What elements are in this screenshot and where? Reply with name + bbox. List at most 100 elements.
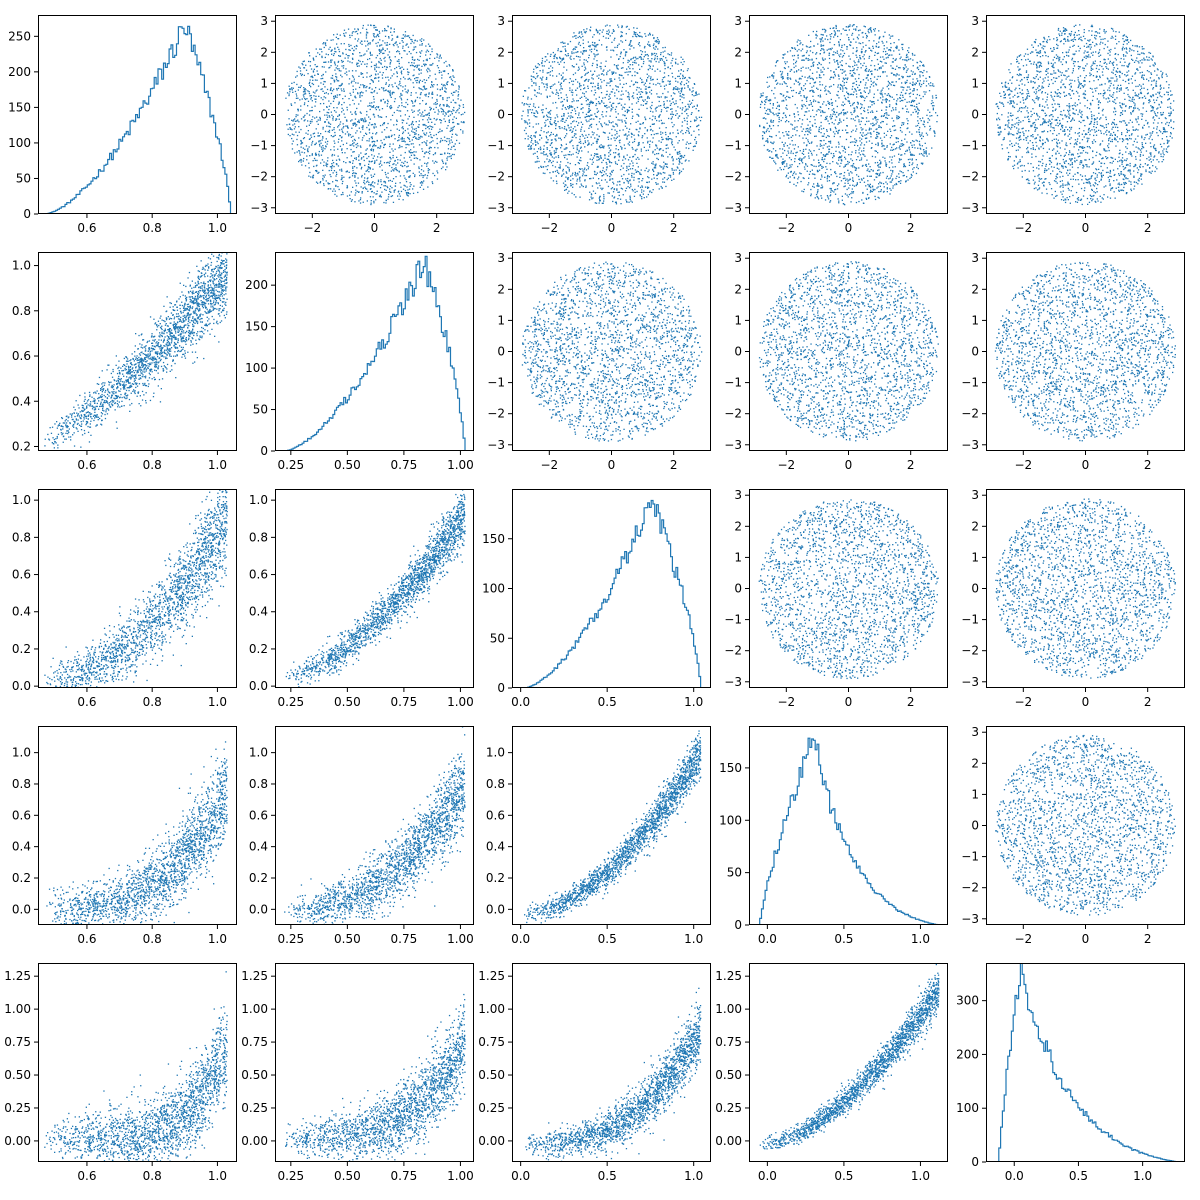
- scatter-point: [540, 127, 543, 129]
- scatter-point: [369, 43, 371, 45]
- scatter-point: [609, 153, 612, 156]
- scatter-point: [460, 114, 462, 116]
- scatter-point: [597, 86, 600, 89]
- scatter-point: [694, 145, 696, 147]
- scatter-point: [830, 114, 832, 116]
- scatter-point: [417, 114, 419, 116]
- scatter-point: [321, 148, 323, 150]
- scatter-point: [612, 72, 615, 74]
- scatter-point: [462, 121, 464, 124]
- scatter-point: [543, 154, 545, 156]
- scatter-point: [658, 115, 660, 117]
- scatter-point: [318, 140, 320, 142]
- scatter-point: [315, 48, 317, 50]
- scatter-point: [447, 144, 450, 146]
- scatter-point: [419, 79, 421, 81]
- scatter-point: [356, 64, 358, 66]
- scatter-point: [385, 136, 387, 138]
- scatter-point: [403, 157, 405, 159]
- scatter-point: [649, 82, 651, 85]
- scatter-point: [301, 164, 303, 166]
- scatter-point: [342, 53, 344, 55]
- scatter-point: [452, 126, 454, 129]
- scatter-point: [593, 155, 596, 157]
- scatter-point: [353, 122, 355, 124]
- scatter-point: [311, 154, 313, 156]
- scatter-point: [379, 57, 381, 60]
- scatter-point: [594, 42, 596, 44]
- scatter-point: [376, 54, 379, 57]
- scatter-point: [635, 102, 638, 104]
- scatter-point: [336, 80, 338, 82]
- scatter-point: [433, 134, 435, 137]
- scatter-point: [646, 181, 649, 184]
- scatter-point: [819, 94, 821, 96]
- scatter-point: [363, 85, 365, 87]
- scatter-point: [442, 160, 444, 163]
- scatter-point: [427, 121, 430, 123]
- scatter-point: [451, 146, 453, 148]
- scatter-point: [623, 107, 626, 109]
- scatter-point: [321, 159, 324, 161]
- scatter-point: [779, 167, 781, 169]
- scatter-point: [859, 123, 861, 126]
- scatter-point: [342, 191, 344, 194]
- scatter-point: [786, 119, 788, 122]
- scatter-point: [451, 153, 454, 156]
- scatter-point: [434, 152, 437, 154]
- scatter-point: [632, 162, 634, 164]
- scatter-point: [572, 145, 574, 147]
- scatter-point: [368, 184, 370, 186]
- scatter-point: [821, 184, 823, 186]
- scatter-point: [417, 77, 419, 79]
- scatter-point: [601, 125, 603, 128]
- scatter-point: [852, 69, 855, 71]
- scatter-point: [602, 159, 604, 161]
- scatter-point: [379, 39, 381, 41]
- scatter-point: [561, 77, 564, 79]
- scatter-point: [540, 109, 543, 111]
- scatter-point: [436, 98, 438, 101]
- scatter-point: [607, 158, 610, 160]
- scatter-point: [535, 123, 537, 125]
- scatter-point: [369, 102, 371, 104]
- scatter-point: [367, 180, 369, 182]
- scatter-point: [313, 165, 315, 168]
- scatter-point: [357, 29, 359, 31]
- scatter-point: [589, 158, 591, 160]
- scatter-point: [663, 165, 665, 167]
- scatter-point: [300, 109, 302, 111]
- scatter-point: [393, 189, 395, 192]
- scatter-point: [658, 61, 660, 63]
- scatter-point: [629, 85, 631, 88]
- scatter-point: [885, 112, 887, 114]
- scatter-point: [420, 69, 422, 71]
- scatter-point: [610, 162, 613, 164]
- scatter-point: [553, 157, 555, 159]
- scatter-point: [361, 118, 364, 120]
- scatter-point: [607, 185, 610, 188]
- scatter-point: [361, 192, 363, 194]
- scatter-point: [325, 53, 327, 55]
- scatter-point: [650, 79, 652, 81]
- scatter-point: [671, 108, 673, 110]
- scatter-point: [695, 142, 697, 145]
- scatter-point: [547, 118, 549, 121]
- scatter-point: [596, 64, 598, 66]
- scatter-point: [409, 175, 411, 177]
- scatter-point: [581, 65, 583, 67]
- scatter-point: [575, 175, 577, 177]
- scatter-point: [367, 124, 370, 126]
- scatter-point: [376, 66, 378, 68]
- scatter-point: [375, 87, 377, 89]
- scatter-point: [449, 65, 451, 67]
- scatter-point: [867, 183, 869, 186]
- scatter-point: [409, 156, 411, 158]
- scatter-point: [420, 181, 423, 183]
- scatter-point: [413, 163, 415, 165]
- scatter-point: [794, 126, 796, 129]
- scatter-point: [287, 109, 289, 111]
- scatter-point: [860, 178, 863, 180]
- scatter-point: [614, 46, 616, 49]
- scatter-point: [372, 33, 375, 35]
